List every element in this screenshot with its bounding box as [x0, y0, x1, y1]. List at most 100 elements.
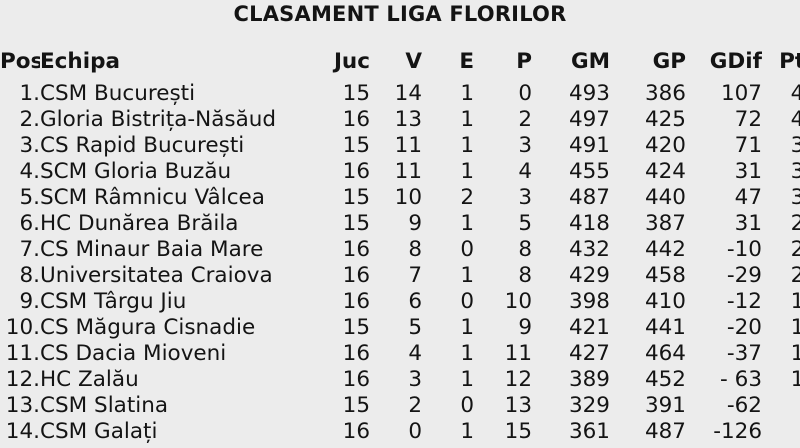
cell-drawn: 1: [460, 159, 474, 184]
cell-position: 3.: [19, 133, 40, 158]
cell-won: 6: [408, 289, 422, 314]
cell-won: 3: [408, 367, 422, 392]
cell-points: 28: [790, 211, 800, 236]
column-header-played: Juc: [333, 49, 370, 74]
cell-played: 16: [342, 289, 370, 314]
cell-goal-diff: -62: [726, 393, 762, 418]
cell-goals-against: 440: [644, 185, 686, 210]
cell-goals-against: 420: [644, 133, 686, 158]
cell-played: 15: [342, 81, 370, 106]
cell-goals-against: 410: [644, 289, 686, 314]
table-row: 8.Universitatea Craiova 16 7 1 8 429 458 -29 22: [0, 263, 800, 289]
cell-goals-against: 464: [644, 341, 686, 366]
cell-won: 0: [408, 419, 422, 444]
column-header-position: Pos.: [0, 49, 40, 74]
cell-won: 14: [394, 81, 422, 106]
column-header-lost: P: [516, 49, 532, 74]
cell-points: 22: [790, 263, 800, 288]
cell-team: CSM Slatina: [40, 393, 169, 418]
cell-position: 10.: [5, 315, 40, 340]
table-row: 12.HC Zalău 16 3 1 12 389 452 - 63 10: [0, 367, 800, 393]
cell-position: 11.: [5, 341, 40, 366]
cell-goals-for: 398: [568, 289, 610, 314]
cell-goal-diff: -10: [726, 237, 762, 262]
column-header-won: V: [405, 49, 422, 74]
cell-lost: 5: [518, 211, 532, 236]
cell-goal-diff: -37: [726, 341, 762, 366]
cell-drawn: 1: [460, 367, 474, 392]
cell-goals-against: 458: [644, 263, 686, 288]
cell-lost: 2: [518, 107, 532, 132]
column-header-goal-diff: GDif: [709, 49, 762, 74]
cell-goals-against: 424: [644, 159, 686, 184]
cell-position: 14.: [5, 419, 40, 444]
cell-goal-diff: 47: [734, 185, 762, 210]
cell-points: 32: [790, 185, 800, 210]
column-header-goals-for: GM: [570, 49, 610, 74]
standings-table-body: 1.CSM București151410493386107432.Gloria…: [0, 81, 800, 445]
cell-goals-for: 493: [568, 81, 610, 106]
cell-played: 15: [342, 133, 370, 158]
cell-won: 11: [394, 133, 422, 158]
cell-goals-for: 329: [568, 393, 610, 418]
cell-points: 6: [762, 393, 800, 419]
cell-goals-against: 452: [644, 367, 686, 392]
cell-team: CS Dacia Mioveni: [40, 341, 227, 366]
cell-lost: 12: [504, 367, 532, 392]
cell-lost: 11: [504, 341, 532, 366]
cell-position: 9.: [19, 289, 40, 314]
cell-position: 12.: [5, 367, 40, 392]
cell-goals-against: 442: [644, 237, 686, 262]
cell-position: 5.: [19, 185, 40, 210]
table-row: 6.HC Dunărea Brăila159154183873128: [0, 211, 800, 237]
table-row: 13.CSM Slatina 15 2 0 13 329 391 -626: [0, 393, 800, 419]
cell-position: 2.: [19, 107, 40, 132]
cell-goals-against: 391: [644, 393, 686, 418]
table-row: 1.CSM București 15 14 1 0 493 386 107 43: [0, 81, 800, 107]
cell-goals-for: 429: [568, 263, 610, 288]
cell-goals-for: 361: [568, 419, 610, 444]
cell-team: Gloria Bistrița-Năsăud: [40, 107, 277, 132]
cell-goals-against: 387: [644, 211, 686, 236]
cell-points: 18: [790, 289, 800, 314]
cell-played: 16: [342, 341, 370, 366]
cell-goal-diff: -12: [726, 289, 762, 314]
cell-played: 16: [342, 367, 370, 392]
cell-goal-diff: 72: [734, 107, 762, 132]
cell-drawn: 1: [460, 133, 474, 158]
cell-goals-against: 386: [644, 81, 686, 106]
cell-goal-diff: 31: [734, 211, 762, 236]
cell-position: 13.: [5, 393, 40, 418]
cell-played: 15: [342, 185, 370, 210]
cell-goal-diff: 31: [734, 159, 762, 184]
cell-won: 10: [394, 185, 422, 210]
cell-won: 9: [408, 211, 422, 236]
column-header-goals-against: GP: [652, 49, 686, 74]
cell-lost: 9: [518, 315, 532, 340]
cell-lost: 15: [504, 419, 532, 444]
cell-played: 16: [342, 263, 370, 288]
cell-played: 16: [342, 107, 370, 132]
cell-lost: 8: [518, 263, 532, 288]
cell-drawn: 1: [460, 419, 474, 444]
cell-points: 34: [790, 133, 800, 158]
cell-points: 43: [790, 81, 800, 106]
table-header-row: Pos. Echipa Juc V E P GM GP GDif Pts: [0, 49, 800, 81]
table-row: 4.SCM Gloria Buzău1611144554243134: [0, 159, 800, 185]
cell-team: SCM Râmnicu Vâlcea: [40, 185, 265, 210]
cell-points: 13: [790, 341, 800, 366]
cell-points: 16: [790, 315, 800, 340]
cell-team: CSM Târgu Jiu: [40, 289, 187, 314]
cell-points: 40: [790, 107, 800, 132]
cell-played: 15: [342, 315, 370, 340]
cell-played: 16: [342, 237, 370, 262]
table-row: 5.SCM Râmnicu Vâlcea 15 10 2 3 487 440 47 32: [0, 185, 800, 211]
cell-goals-against: 487: [644, 419, 686, 444]
cell-goals-for: 418: [568, 211, 610, 236]
cell-played: 16: [342, 419, 370, 444]
cell-lost: 13: [504, 393, 532, 418]
cell-team: CS Rapid București: [40, 133, 245, 158]
